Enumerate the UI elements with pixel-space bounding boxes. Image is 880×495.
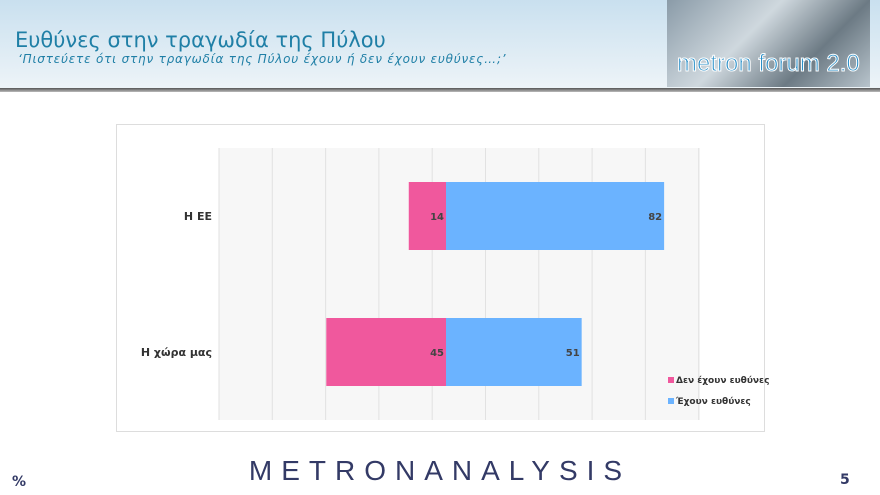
data-label: 45 (430, 348, 444, 359)
brand-footer: METRONANALYSIS (248, 455, 632, 486)
bar-neg (326, 318, 446, 386)
divider (0, 88, 880, 92)
legend-label: Έχουν ευθύνες (675, 397, 751, 407)
unit-label: % (12, 474, 27, 490)
category-label: Η ΕΕ (184, 210, 212, 223)
category-label: Η χώρα μας (141, 346, 212, 359)
legend-swatch (668, 377, 674, 383)
logo: metron forum 2.0 (667, 0, 870, 87)
bar-pos (446, 182, 665, 250)
legend-swatch (668, 398, 674, 404)
data-label: 14 (430, 212, 444, 223)
legend-label: Δεν έχουν ευθύνες (676, 375, 769, 386)
data-label: 51 (566, 348, 580, 359)
bar-neg (408, 182, 446, 250)
logo-text: metron forum 2.0 (677, 50, 861, 78)
page-title: Ευθύνες στην τραγωδία της Πύλου (15, 28, 386, 52)
page-number: 5 (840, 472, 850, 488)
page-subtitle: ‘Πιστεύετε ότι στην τραγωδία της Πύλου έ… (18, 52, 507, 66)
bar-pos (446, 318, 582, 386)
data-label: 82 (648, 212, 662, 223)
